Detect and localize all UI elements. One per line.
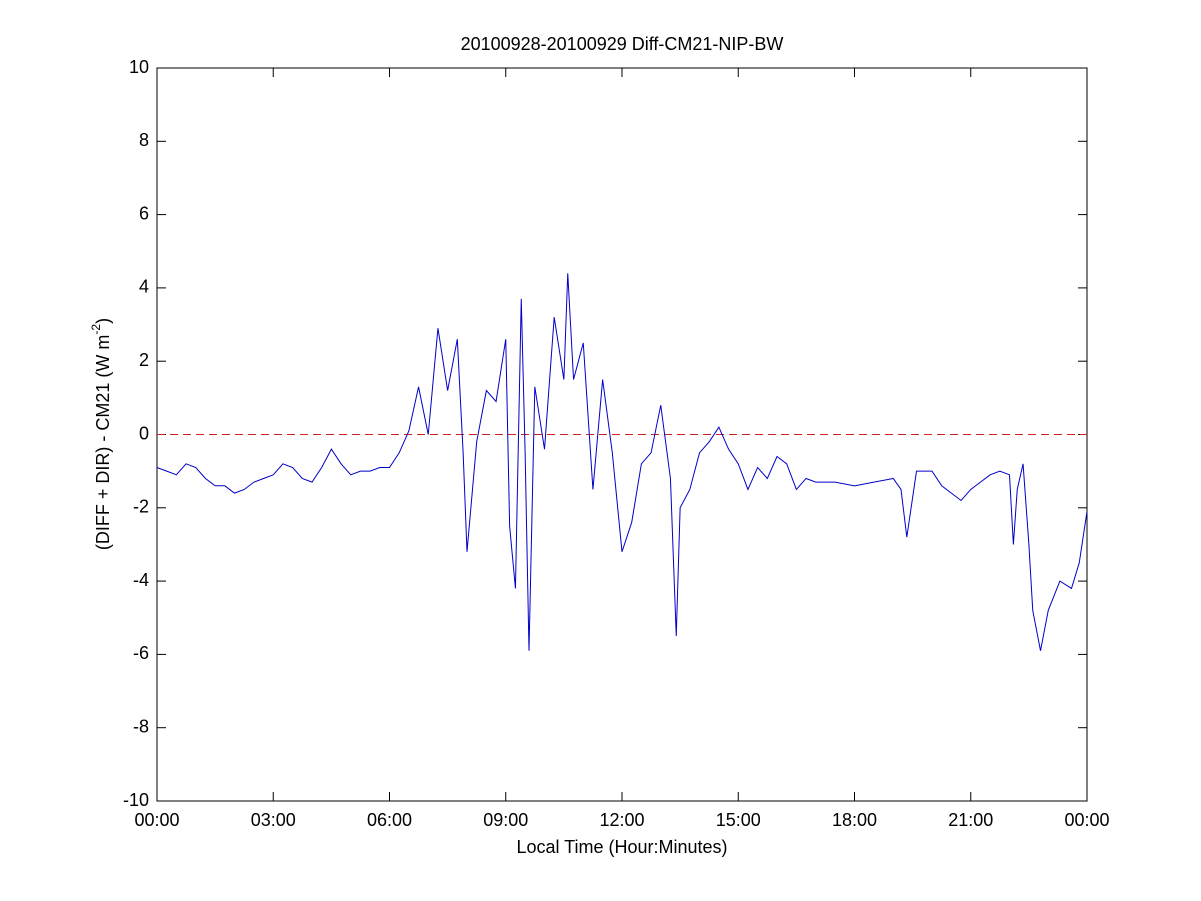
x-tick-label: 06:00 (367, 810, 412, 830)
y-axis-label: (DIFF + DIR) - CM21 (W m-2) (89, 318, 113, 550)
y-tick-label: -2 (133, 497, 149, 517)
y-axis-label-end: ) (93, 318, 113, 324)
chart-title: 20100928-20100929 Diff-CM21-NIP-BW (461, 34, 784, 54)
x-tick-label: 03:00 (251, 810, 296, 830)
y-tick-label: 8 (139, 130, 149, 150)
x-axis-label: Local Time (Hour:Minutes) (516, 837, 727, 857)
y-tick-label: -4 (133, 570, 149, 590)
y-axis-label-text: (DIFF + DIR) - CM21 (W m (93, 335, 113, 550)
x-tick-label: 12:00 (599, 810, 644, 830)
y-tick-label: -6 (133, 643, 149, 663)
data-line (156, 273, 1088, 651)
plot-frame (156, 67, 1088, 802)
y-tick-label: 2 (139, 350, 149, 370)
y-tick-label: 10 (129, 57, 149, 77)
x-tick-label: 21:00 (948, 810, 993, 830)
x-tick-label: 18:00 (832, 810, 877, 830)
y-tick-label: -10 (123, 790, 149, 810)
y-tick-label: 6 (139, 203, 149, 223)
y-tick-label: 0 (139, 423, 149, 443)
x-tick-label: 15:00 (716, 810, 761, 830)
x-tick-label: 09:00 (483, 810, 528, 830)
x-tick-label: 00:00 (134, 810, 179, 830)
y-tick-label: 4 (139, 277, 149, 297)
y-axis-label-sup: -2 (89, 324, 103, 335)
y-tick-label: -8 (133, 716, 149, 736)
x-tick-label: 00:00 (1064, 810, 1109, 830)
